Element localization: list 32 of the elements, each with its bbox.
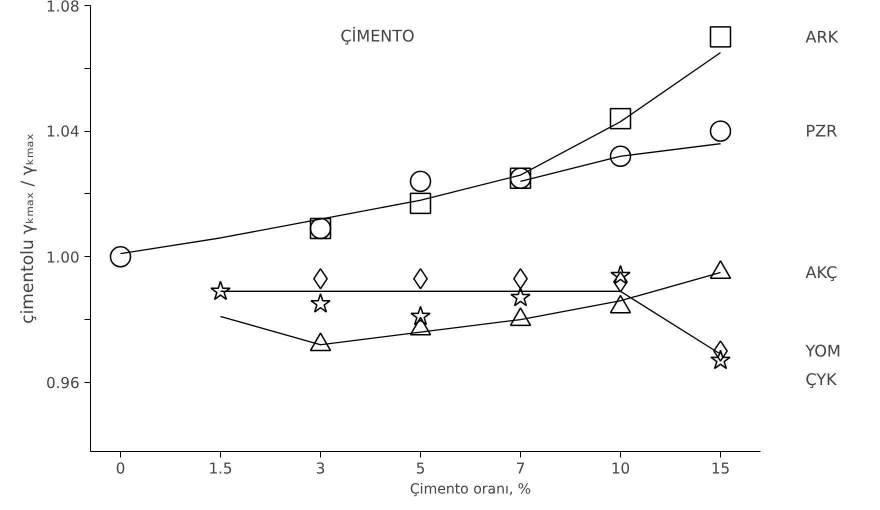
point xyxy=(310,293,331,313)
point xyxy=(710,26,732,48)
x-tick-label: 3 xyxy=(316,460,326,478)
x-tick-label: 5 xyxy=(416,460,426,478)
text: PZR xyxy=(806,122,838,141)
point xyxy=(410,306,431,326)
point xyxy=(510,286,531,306)
text: ÇYK xyxy=(806,370,838,389)
x-tick-label: 15 xyxy=(710,460,730,478)
annotation: ÇİMENTO xyxy=(340,26,415,46)
point xyxy=(110,246,132,268)
point xyxy=(610,146,632,167)
text: AKÇ xyxy=(806,262,838,282)
y-axis-title: çimentolu γₖₘₐₓ / γₖₘₐₓ xyxy=(18,133,38,324)
y-tick-label: 1.04 xyxy=(46,122,80,141)
point xyxy=(410,170,432,192)
x-tick-label: 10 xyxy=(610,460,630,478)
point xyxy=(710,350,731,370)
x-tick-label: 0 xyxy=(116,460,126,478)
point xyxy=(610,108,632,130)
y-tick-label: 1.00 xyxy=(46,248,80,266)
point xyxy=(410,192,432,214)
text: ARK xyxy=(806,27,839,46)
y-tick-label: 0.96 xyxy=(46,374,80,392)
y-tick-label: 1.08 xyxy=(46,0,80,16)
x-tick-label: 7 xyxy=(516,460,526,478)
x-tick-label: 1.5 xyxy=(208,460,232,478)
point xyxy=(610,264,631,284)
point xyxy=(710,120,732,142)
point xyxy=(210,280,231,300)
text: YOM xyxy=(804,341,841,360)
x-axis-title: Çimento oranı, % xyxy=(410,482,532,498)
